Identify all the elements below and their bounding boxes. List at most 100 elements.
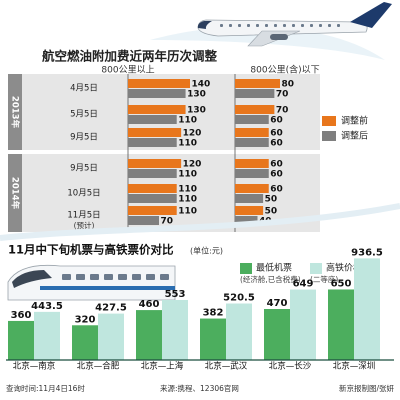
airplane-window <box>337 24 340 27</box>
airplane-window <box>220 24 223 27</box>
chart1-value-label: 110 <box>178 170 197 180</box>
chart2-value-label: 553 <box>165 289 186 300</box>
airplane-window <box>301 24 304 27</box>
chart1-bar <box>235 206 264 215</box>
chart1-bar <box>128 115 177 124</box>
chart1-value-label: 60 <box>270 160 283 170</box>
year-band-2014 <box>8 154 22 232</box>
chart1-bar <box>235 105 275 114</box>
chart1-value-label: 60 <box>270 170 283 180</box>
chart1-value-label: 110 <box>178 185 197 195</box>
chart1-value-label: 50 <box>265 195 278 205</box>
chart2-value-label: 382 <box>203 308 224 319</box>
train-window <box>76 274 85 280</box>
chart1-value-label: 130 <box>187 90 206 100</box>
chart1-category-label: 10月5日 <box>67 189 100 199</box>
footer-query-time: 查询时间:11月4日16时 <box>6 383 85 393</box>
airplane-window <box>283 24 286 27</box>
airplane-window <box>247 24 250 27</box>
airplane-engine <box>270 34 288 40</box>
chart1-value-label: 110 <box>178 195 197 205</box>
chart1-bar <box>128 79 190 88</box>
chart2-title: 11月中下旬机票与高铁票价对比 <box>8 243 174 257</box>
chart1-value-label: 80 <box>282 80 295 90</box>
chart1-bar <box>235 115 269 124</box>
chart1-value-label: 130 <box>187 106 206 116</box>
airplane-icon <box>197 2 392 47</box>
chart2-category-label: 北京—上海 <box>141 361 184 372</box>
chart1-category-label: 4月5日 <box>70 84 98 94</box>
train-window <box>132 274 141 280</box>
chart1-legend-label: 调整前 <box>341 115 368 127</box>
train-window <box>160 274 169 280</box>
chart1-bar <box>235 216 258 225</box>
chart1-bar <box>128 89 186 98</box>
chart1-category-label: 5月5日 <box>70 110 98 120</box>
chart1-value-label: 110 <box>178 207 197 217</box>
chart1-value-label: 120 <box>183 129 202 139</box>
train-window <box>146 274 155 280</box>
chart1-bar <box>235 184 269 193</box>
chart1-bar <box>128 138 177 147</box>
chart2-category-label: 北京—深圳 <box>333 361 376 372</box>
chart2-bar <box>200 318 226 360</box>
chart1-value-label: 140 <box>192 80 211 90</box>
chart1-value-label: 60 <box>270 129 283 139</box>
chart1-bar <box>128 216 159 225</box>
chart1-category-note: (预计) <box>74 220 95 230</box>
chart1-value-label: 110 <box>178 139 197 149</box>
chart1-bar <box>235 79 280 88</box>
train-icon <box>7 264 176 301</box>
chart2-legend-swatch <box>240 263 252 274</box>
chart1-value-label: 60 <box>270 116 283 126</box>
chart2-legend-swatch <box>310 263 322 274</box>
chart2-legend-label: 高铁价格 <box>326 262 362 274</box>
chart2-unit: (单位:元) <box>190 246 223 256</box>
chart1-category-label: 9月5日 <box>70 164 98 174</box>
chart2-value-label: 320 <box>75 314 96 325</box>
chart1-bar <box>128 184 177 193</box>
chart1-value-label: 50 <box>265 207 278 217</box>
chart1-value-label: 60 <box>270 185 283 195</box>
airplane-window <box>310 24 313 27</box>
chart1-value-label: 60 <box>270 139 283 149</box>
chart1-bar <box>235 128 269 137</box>
chart2-category-label: 北京—合肥 <box>77 361 120 372</box>
chart1-legend-swatch <box>322 116 336 126</box>
chart1-category-label: 11月5日 <box>67 211 100 221</box>
train-stripe <box>40 286 175 290</box>
year-label-2013: 2013年 <box>10 96 21 129</box>
chart1-value-label: 110 <box>178 116 197 126</box>
chart2-bar <box>72 325 98 360</box>
chart2-value-label: 520.5 <box>223 293 255 304</box>
chart2-bar <box>162 299 188 360</box>
chart2-bar <box>8 320 34 360</box>
chart2-value-label: 460 <box>139 299 160 310</box>
footer-credit: 新京报制图/张妍 <box>339 383 395 393</box>
airplane-window <box>229 24 232 27</box>
chart2-bar <box>136 310 162 360</box>
chart2-value-label: 650 <box>331 278 352 289</box>
chart2-bar <box>98 313 124 360</box>
chart1-bar <box>235 89 275 98</box>
chart2-bar <box>34 311 60 360</box>
chart1-bar <box>235 169 269 178</box>
chart1-title: 航空燃油附加费近两年历次调整 <box>42 49 218 64</box>
airplane-tail <box>350 2 392 28</box>
chart2-bar <box>328 289 354 360</box>
chart2-value-label: 443.5 <box>31 301 63 312</box>
year-band-2013 <box>8 74 22 150</box>
chart2-bar <box>264 309 290 360</box>
chart2-category-label: 北京—长沙 <box>269 361 312 372</box>
chart2-bar <box>226 303 252 360</box>
chart2-category-label: 北京—南京 <box>13 361 56 372</box>
train-body <box>7 264 176 301</box>
chart1-legend-swatch <box>322 131 336 141</box>
chart1-bar <box>128 105 186 114</box>
train-window <box>104 274 113 280</box>
chart1-bar <box>128 159 182 168</box>
chart2-category-label: 北京—武汉 <box>205 361 248 372</box>
chart1-bar <box>235 194 264 203</box>
chart2-legend-label: 最低机票 <box>256 262 292 274</box>
